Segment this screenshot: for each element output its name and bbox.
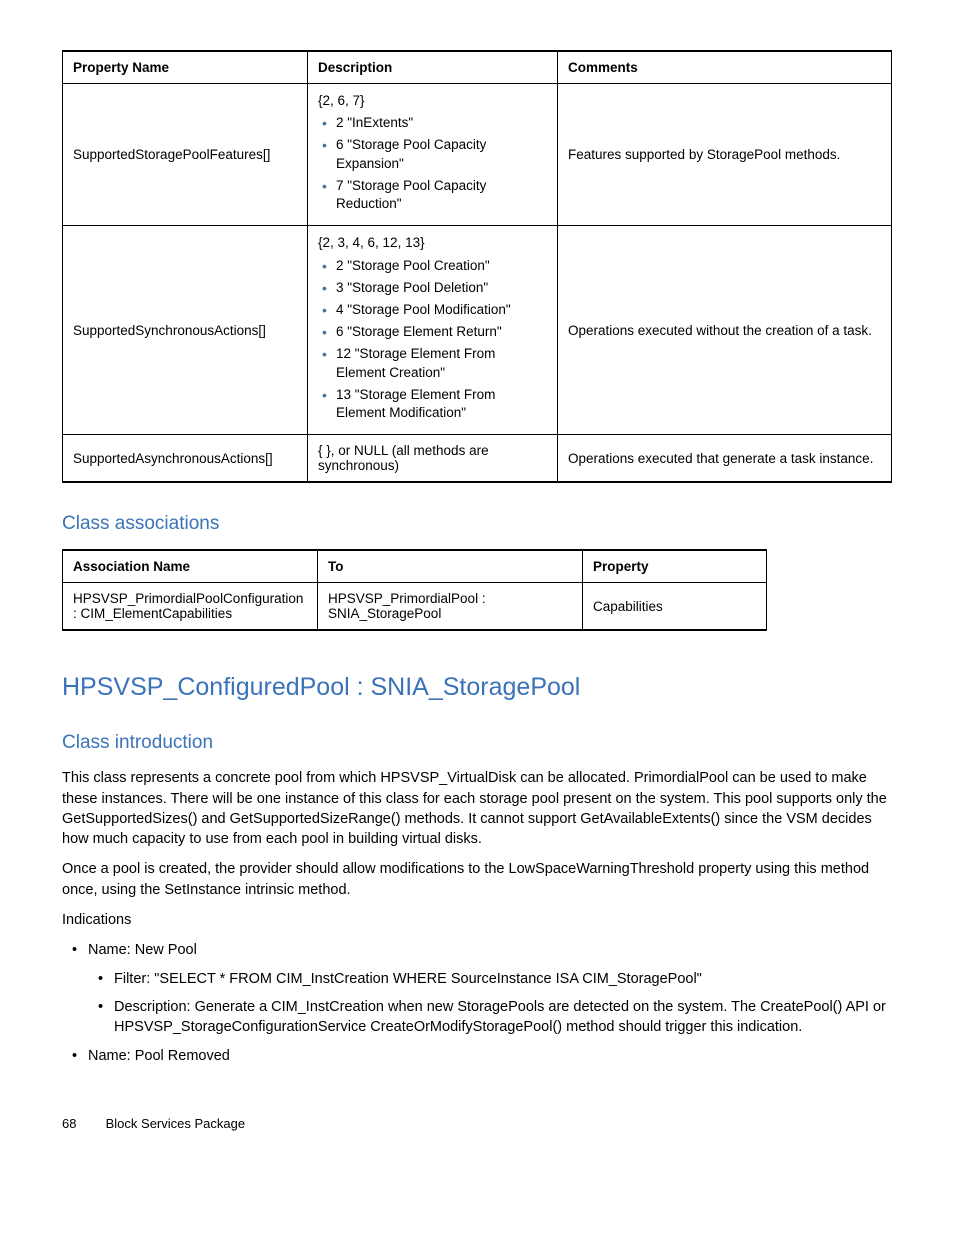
cell-property: Capabilities: [583, 583, 767, 631]
desc-item: 3 "Storage Pool Deletion": [318, 279, 547, 297]
th-association-name: Association Name: [63, 550, 318, 583]
cell-to: HPSVSP_PrimordialPool : SNIA_StoragePool: [318, 583, 583, 631]
section-heading-class-introduction: Class introduction: [62, 732, 892, 754]
page-footer: 68 Block Services Package: [62, 1116, 892, 1131]
intro-paragraph: This class represents a concrete pool fr…: [62, 768, 892, 849]
table-row: SupportedAsynchronousActions[] { }, or N…: [63, 435, 892, 483]
association-table: Association Name To Property HPSVSP_Prim…: [62, 549, 767, 631]
table-header-row: Association Name To Property: [63, 550, 767, 583]
desc-item: 13 "Storage Element From Element Modific…: [318, 386, 547, 422]
th-comments: Comments: [558, 51, 892, 84]
cell-description: { }, or NULL (all methods are synchronou…: [308, 435, 558, 483]
cell-property: SupportedSynchronousActions[]: [63, 226, 308, 435]
table-row: SupportedSynchronousActions[] {2, 3, 4, …: [63, 226, 892, 435]
sub-item: Description: Generate a CIM_InstCreation…: [88, 997, 892, 1038]
class-title: HPSVSP_ConfiguredPool : SNIA_StoragePool: [62, 673, 892, 702]
cell-comments: Operations executed without the creation…: [558, 226, 892, 435]
section-heading-class-associations: Class associations: [62, 513, 892, 535]
cell-description: {2, 3, 4, 6, 12, 13} 2 "Storage Pool Cre…: [308, 226, 558, 435]
cell-description: {2, 6, 7} 2 "InExtents" 6 "Storage Pool …: [308, 84, 558, 226]
desc-prefix: {2, 3, 4, 6, 12, 13}: [318, 234, 547, 252]
list-item: Name: New Pool Filter: "SELECT * FROM CI…: [62, 940, 892, 1037]
desc-list: 2 "Storage Pool Creation" 3 "Storage Poo…: [318, 257, 547, 423]
sub-list: Filter: "SELECT * FROM CIM_InstCreation …: [88, 969, 892, 1038]
desc-list: 2 "InExtents" 6 "Storage Pool Capacity E…: [318, 114, 547, 213]
item-name: Name: New Pool: [88, 942, 197, 958]
th-property-name: Property Name: [63, 51, 308, 84]
cell-comments: Features supported by StoragePool method…: [558, 84, 892, 226]
table-row: SupportedStoragePoolFeatures[] {2, 6, 7}…: [63, 84, 892, 226]
page-number: 68: [62, 1116, 102, 1131]
cell-association-name: HPSVSP_PrimordialPoolConfiguration : CIM…: [63, 583, 318, 631]
table-row: HPSVSP_PrimordialPoolConfiguration : CIM…: [63, 583, 767, 631]
th-property: Property: [583, 550, 767, 583]
cell-comments: Operations executed that generate a task…: [558, 435, 892, 483]
desc-item: 2 "Storage Pool Creation": [318, 257, 547, 275]
sub-item: Filter: "SELECT * FROM CIM_InstCreation …: [88, 969, 892, 989]
indications-list: Name: New Pool Filter: "SELECT * FROM CI…: [62, 940, 892, 1065]
desc-prefix: {2, 6, 7}: [318, 92, 547, 110]
desc-item: 2 "InExtents": [318, 114, 547, 132]
desc-item: 7 "Storage Pool Capacity Reduction": [318, 177, 547, 213]
desc-item: 4 "Storage Pool Modification": [318, 301, 547, 319]
property-table: Property Name Description Comments Suppo…: [62, 50, 892, 483]
desc-item: 6 "Storage Element Return": [318, 323, 547, 341]
list-item: Name: Pool Removed: [62, 1046, 892, 1066]
item-name: Name: Pool Removed: [88, 1048, 230, 1064]
intro-paragraph: Once a pool is created, the provider sho…: [62, 859, 892, 900]
desc-item: 6 "Storage Pool Capacity Expansion": [318, 136, 547, 172]
table-header-row: Property Name Description Comments: [63, 51, 892, 84]
desc-item: 12 "Storage Element From Element Creatio…: [318, 345, 547, 381]
th-description: Description: [308, 51, 558, 84]
indications-label: Indications: [62, 910, 892, 930]
cell-property: SupportedStoragePoolFeatures[]: [63, 84, 308, 226]
cell-property: SupportedAsynchronousActions[]: [63, 435, 308, 483]
th-to: To: [318, 550, 583, 583]
footer-title: Block Services Package: [106, 1116, 245, 1131]
